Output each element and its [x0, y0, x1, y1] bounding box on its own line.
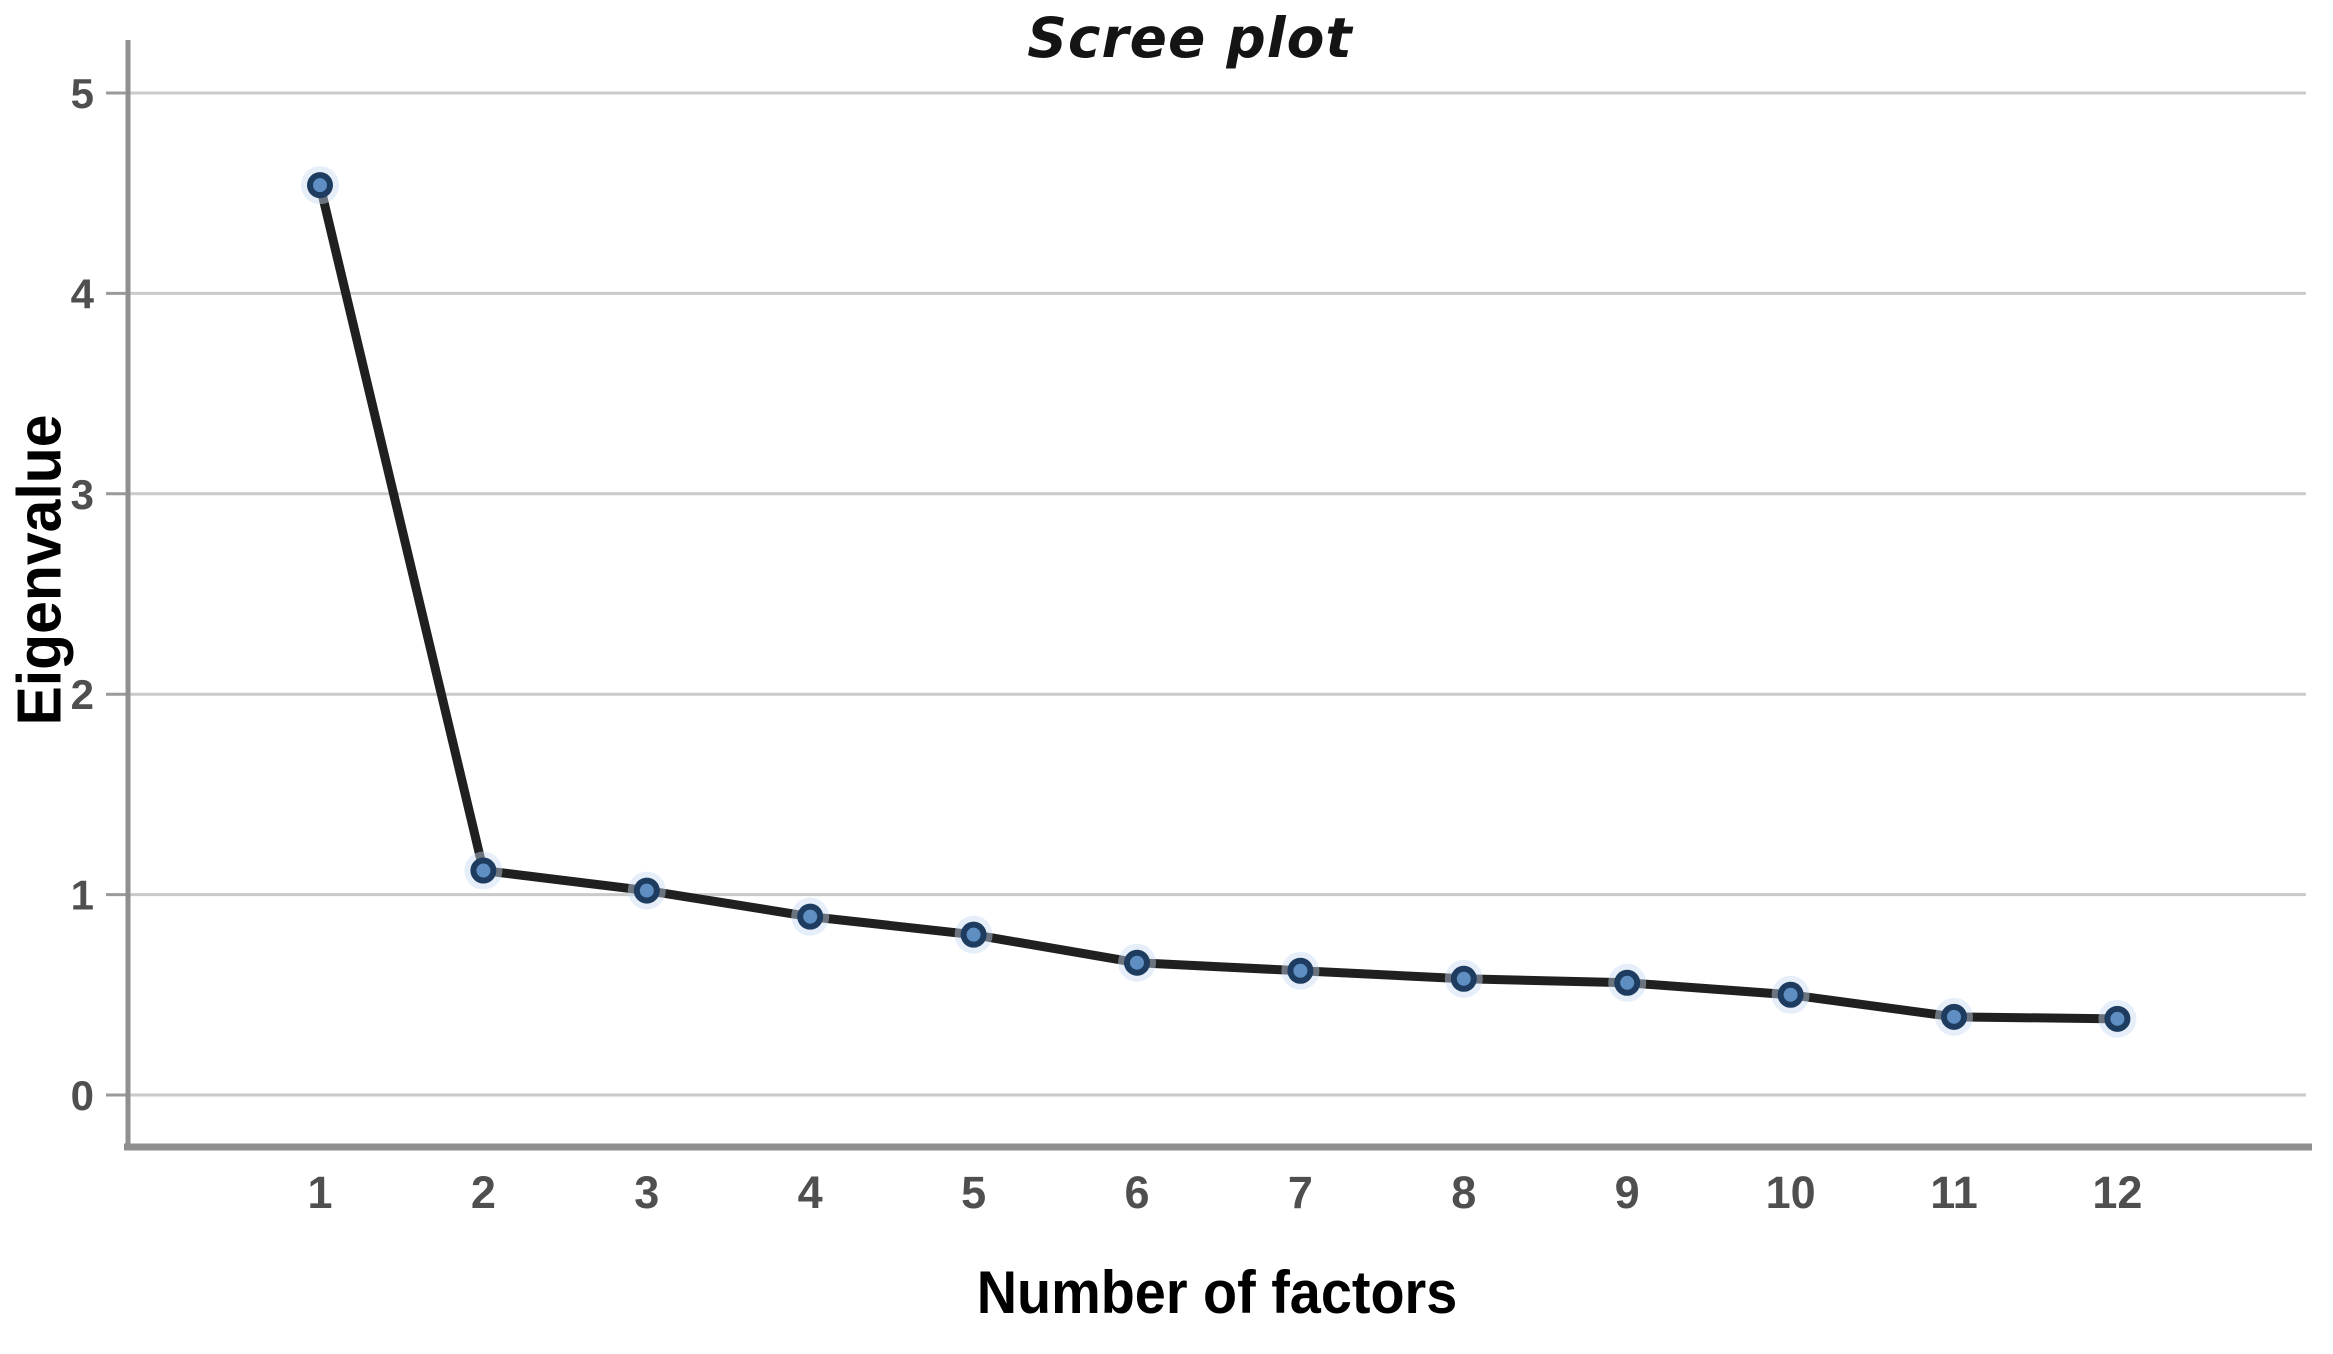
- x-tick-label: 8: [1451, 1167, 1476, 1218]
- x-tick-label: 12: [2092, 1167, 2142, 1218]
- data-point-marker: [797, 903, 824, 930]
- data-point-marker: [1941, 1003, 1967, 1030]
- x-axis-title: Number of factors: [976, 1259, 1458, 1326]
- data-point-marker: [470, 857, 497, 884]
- x-tick-label: 1: [307, 1167, 332, 1218]
- data-point-marker: [1614, 969, 1641, 996]
- y-tick-label: 4: [71, 270, 95, 317]
- data-point-marker: [2104, 1005, 2131, 1032]
- x-tick-label: 9: [1615, 1167, 1640, 1218]
- data-point-marker: [1777, 981, 1804, 1008]
- data-point-marker: [1287, 957, 1314, 984]
- series-line: [315, 180, 2122, 1024]
- x-tick-label: 6: [1124, 1167, 1149, 1218]
- data-point-marker: [960, 921, 987, 948]
- x-tick-label: 10: [1766, 1167, 1816, 1218]
- x-tick-label: 11: [1930, 1167, 1978, 1218]
- x-tick-label: 5: [961, 1167, 986, 1218]
- y-tick-label: 1: [71, 872, 94, 919]
- data-point-marker: [1450, 965, 1477, 992]
- y-tick-label: 2: [71, 671, 94, 718]
- x-tick-label: 2: [471, 1167, 496, 1218]
- y-tick-label: 0: [71, 1072, 94, 1119]
- y-tick-label: 3: [71, 471, 94, 518]
- data-point-marker: [307, 172, 333, 199]
- chart-title: Scree plot: [1027, 6, 1353, 70]
- x-tick-label: 3: [634, 1167, 659, 1218]
- y-tick-label: 5: [71, 70, 94, 117]
- x-tick-label: 4: [798, 1167, 823, 1218]
- data-point-marker: [633, 877, 660, 904]
- x-tick-label: 7: [1288, 1167, 1313, 1218]
- data-point-marker: [1124, 949, 1150, 976]
